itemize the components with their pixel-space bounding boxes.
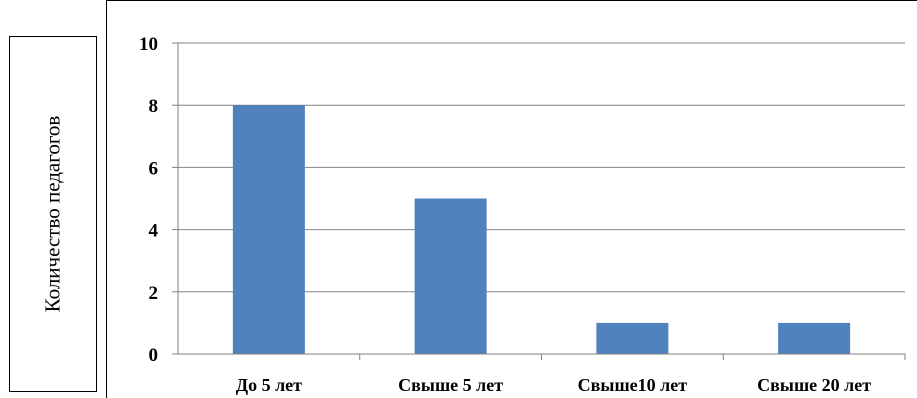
bar bbox=[778, 322, 851, 354]
bar bbox=[596, 322, 669, 354]
bars bbox=[232, 105, 851, 354]
y-tick-label: 4 bbox=[149, 221, 159, 242]
y-tick-label: 8 bbox=[149, 96, 159, 117]
x-tick-label: До 5 лет bbox=[236, 375, 302, 395]
y-axis-label-box: Количество педагогов bbox=[9, 36, 97, 392]
y-tick-label: 10 bbox=[139, 34, 158, 55]
bar bbox=[232, 105, 305, 354]
y-tick-label: 6 bbox=[149, 158, 159, 179]
y-tick-label: 0 bbox=[149, 345, 159, 366]
x-tick-labels: До 5 лет Свыше 5 лет Свыше10 лет Свыше 20 л… bbox=[236, 354, 906, 395]
bar bbox=[414, 198, 487, 354]
x-tick-label: Свыше 20 лет bbox=[757, 375, 871, 395]
y-tick-label: 2 bbox=[149, 283, 159, 304]
y-tick-labels: 0 2 4 6 8 10 bbox=[139, 34, 178, 366]
x-tick-label: Свыше 5 лет bbox=[398, 375, 503, 395]
x-tick-label: Свыше10 лет bbox=[578, 375, 688, 395]
